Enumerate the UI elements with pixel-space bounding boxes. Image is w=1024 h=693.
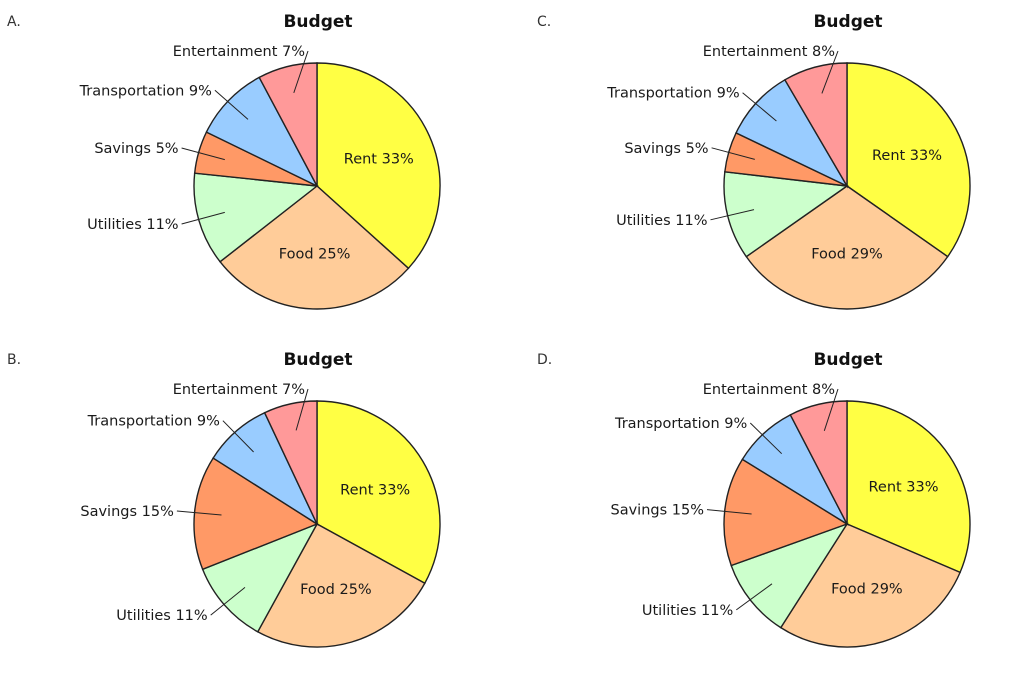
slice-label-entertainment: Entertainment 8%: [703, 382, 835, 398]
slice-label-entertainment: Entertainment 8%: [703, 44, 835, 60]
pie-slice-entertainment: [263, 400, 318, 525]
slice-label-rent: Rent 33%: [868, 480, 938, 496]
leader-line-transportation: [222, 420, 254, 453]
leader-line-transportation: [749, 422, 783, 455]
leader-line-entertainment: [821, 50, 839, 94]
pie-chart: Rent 33% Food 29% Utilities 11% Savings 15%…: [611, 382, 971, 648]
pie-slice-rent: [316, 62, 441, 270]
panel-letter: D.: [537, 352, 553, 368]
pie-slice-utilities: [730, 522, 849, 629]
panel-letter: B.: [7, 352, 22, 368]
slice-label-food: Food 25%: [279, 247, 351, 263]
leader-line-utilities: [210, 587, 246, 616]
slice-label-rent: Rent 33%: [872, 148, 942, 164]
pie-slice-entertainment: [783, 62, 848, 189]
chart-panel-d: D. Budget Rent 33% Food 29% Utilities 11% S…: [530, 338, 1024, 684]
pie-slice-utilities: [201, 522, 319, 633]
leader-line-transportation: [742, 92, 777, 122]
leader-line-savings: [176, 510, 222, 516]
slice-label-rent: Rent 33%: [344, 152, 414, 168]
chart-title: Budget: [283, 12, 353, 32]
chart-panel-b: B. Budget Rent 33% Food 25% Utilities 11% S…: [0, 338, 512, 684]
chart-panel-a: A. Budget Rent 33% Food 25% Utilities 11% S…: [0, 0, 512, 346]
slice-label-savings: Savings 5%: [94, 141, 178, 157]
slice-label-rent: Rent 33%: [340, 483, 410, 499]
slice-label-food: Food 25%: [300, 582, 372, 598]
slice-label-savings: Savings 5%: [624, 141, 708, 157]
slice-label-utilities: Utilities 11%: [87, 217, 178, 233]
pie-slice-entertainment: [258, 62, 318, 187]
pie-slice-rent: [846, 400, 971, 574]
pie-chart: Rent 33% Food 29% Utilities 11% Savings 5% T…: [606, 44, 971, 310]
slice-label-transportation: Transportation 9%: [606, 86, 739, 102]
slice-label-savings: Savings 15%: [80, 504, 174, 520]
leader-line-utilities: [181, 211, 225, 225]
leader-line-entertainment: [295, 388, 309, 431]
slice-label-utilities: Utilities 11%: [616, 213, 707, 229]
slice-label-food: Food 29%: [831, 582, 903, 598]
slice-label-entertainment: Entertainment 7%: [173, 44, 305, 60]
slice-label-transportation: Transportation 9%: [79, 83, 212, 99]
pie-slice-food: [256, 523, 426, 648]
pie-chart: Rent 33% Food 25% Utilities 11% Savings 15%…: [80, 382, 441, 648]
slice-label-food: Food 29%: [811, 247, 883, 263]
leader-line-savings: [706, 509, 752, 515]
pie-slice-transportation: [205, 76, 319, 188]
leader-line-entertainment: [823, 388, 839, 431]
pie-slice-food: [779, 523, 962, 648]
pie-slice-food: [745, 185, 949, 310]
slice-label-entertainment: Entertainment 7%: [173, 382, 305, 398]
pie-slice-rent: [846, 62, 971, 258]
pie-slice-food: [219, 185, 410, 310]
slice-label-transportation: Transportation 9%: [87, 414, 220, 430]
panel-letter: C.: [537, 14, 552, 30]
leader-line-savings: [181, 147, 225, 161]
leader-line-utilities: [736, 583, 773, 611]
slice-label-utilities: Utilities 11%: [642, 603, 733, 619]
slice-label-transportation: Transportation 9%: [614, 416, 747, 432]
slice-label-savings: Savings 15%: [611, 503, 705, 519]
chart-title: Budget: [813, 350, 883, 370]
chart-title: Budget: [283, 350, 353, 370]
leader-line-entertainment: [293, 50, 309, 94]
slice-label-utilities: Utilities 11%: [116, 608, 207, 624]
leader-line-transportation: [214, 89, 249, 120]
chart-title: Budget: [813, 12, 883, 32]
pie-slice-rent: [316, 400, 441, 585]
leader-line-savings: [711, 147, 755, 160]
leader-line-utilities: [710, 209, 755, 221]
pie-chart: Rent 33% Food 25% Utilities 11% Savings 5% T…: [79, 44, 441, 310]
pie-slice-entertainment: [789, 400, 848, 525]
chart-panel-c: C. Budget Rent 33% Food 29% Utilities 11% S…: [530, 0, 1024, 346]
panel-letter: A.: [7, 14, 21, 30]
